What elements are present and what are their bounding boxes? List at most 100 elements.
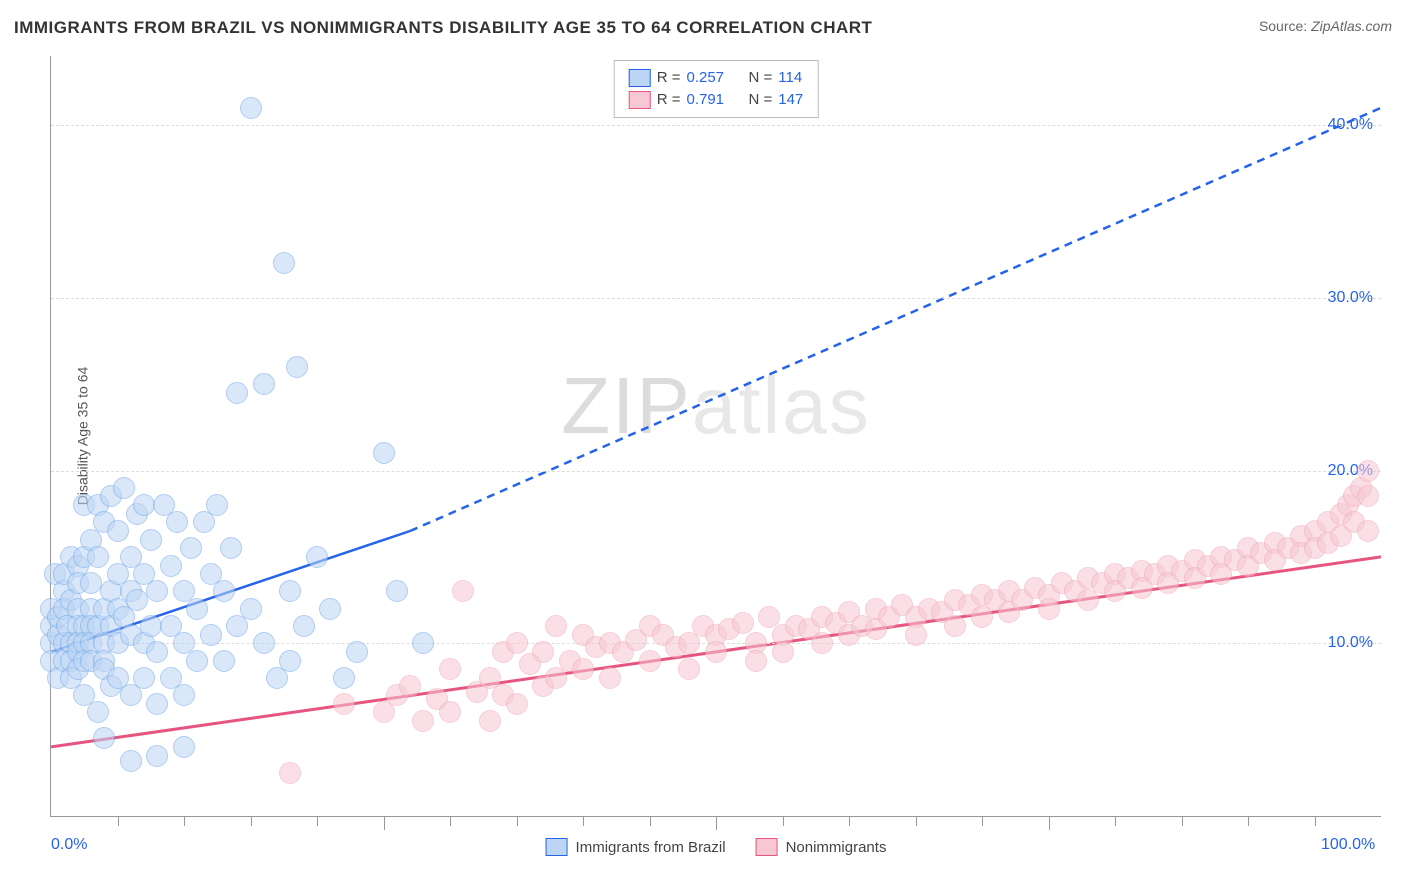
y-axis-label: Disability Age 35 to 64 bbox=[74, 367, 90, 506]
data-point bbox=[186, 598, 208, 620]
data-point bbox=[279, 650, 301, 672]
legend-swatch bbox=[546, 838, 568, 856]
x-tick-major bbox=[384, 816, 385, 830]
data-point bbox=[206, 494, 228, 516]
data-point bbox=[412, 632, 434, 654]
data-point bbox=[452, 580, 474, 602]
source-label: Source: bbox=[1259, 18, 1307, 34]
legend-item: Nonimmigrants bbox=[756, 838, 887, 856]
x-tick bbox=[1115, 816, 1116, 826]
data-point bbox=[146, 580, 168, 602]
n-value: 114 bbox=[778, 67, 802, 89]
data-point bbox=[120, 750, 142, 772]
data-point bbox=[93, 727, 115, 749]
data-point bbox=[273, 252, 295, 274]
data-point bbox=[87, 701, 109, 723]
data-point bbox=[146, 745, 168, 767]
x-tick bbox=[317, 816, 318, 826]
data-point bbox=[140, 529, 162, 551]
r-label: R = bbox=[657, 89, 681, 111]
data-point bbox=[200, 624, 222, 646]
trend-line bbox=[410, 108, 1381, 531]
data-point bbox=[213, 580, 235, 602]
data-point bbox=[944, 615, 966, 637]
data-point bbox=[1357, 460, 1379, 482]
data-point bbox=[545, 615, 567, 637]
x-tick bbox=[1315, 816, 1316, 826]
x-tick bbox=[184, 816, 185, 826]
data-point bbox=[811, 632, 833, 654]
data-point bbox=[705, 641, 727, 663]
trend-lines-layer bbox=[51, 56, 1381, 816]
data-point bbox=[293, 615, 315, 637]
legend-item: Immigrants from Brazil bbox=[546, 838, 726, 856]
correlation-legend: R =0.257N =114R =0.791N =147 bbox=[614, 60, 819, 118]
data-point bbox=[506, 632, 528, 654]
data-point bbox=[639, 650, 661, 672]
watermark: ZIPatlas bbox=[561, 360, 870, 452]
source-credit: Source: ZipAtlas.com bbox=[1259, 18, 1392, 34]
watermark-atlas: atlas bbox=[692, 361, 871, 450]
data-point bbox=[333, 667, 355, 689]
chart-title: IMMIGRANTS FROM BRAZIL VS NONIMMIGRANTS … bbox=[14, 18, 872, 38]
scatter-plot: Disability Age 35 to 64 ZIPatlas R =0.25… bbox=[50, 56, 1381, 817]
x-tick bbox=[916, 816, 917, 826]
x-tick bbox=[517, 816, 518, 826]
legend-swatch bbox=[629, 69, 651, 87]
data-point bbox=[333, 693, 355, 715]
x-tick-major bbox=[1049, 816, 1050, 830]
data-point bbox=[346, 641, 368, 663]
x-tick-label: 0.0% bbox=[51, 836, 87, 854]
x-tick bbox=[783, 816, 784, 826]
data-point bbox=[186, 650, 208, 672]
data-point bbox=[173, 736, 195, 758]
data-point bbox=[373, 442, 395, 464]
r-value: 0.791 bbox=[686, 89, 742, 111]
data-point bbox=[905, 624, 927, 646]
data-point bbox=[1038, 598, 1060, 620]
data-point bbox=[133, 667, 155, 689]
data-point bbox=[532, 641, 554, 663]
gridline bbox=[51, 125, 1381, 126]
data-point bbox=[306, 546, 328, 568]
data-point bbox=[772, 641, 794, 663]
chart-page: IMMIGRANTS FROM BRAZIL VS NONIMMIGRANTS … bbox=[0, 0, 1406, 892]
source-link[interactable]: ZipAtlas.com bbox=[1311, 18, 1392, 34]
x-tick bbox=[118, 816, 119, 826]
n-value: 147 bbox=[778, 89, 803, 111]
data-point bbox=[319, 598, 341, 620]
r-label: R = bbox=[657, 67, 681, 89]
data-point bbox=[126, 589, 148, 611]
watermark-zip: ZIP bbox=[561, 361, 691, 450]
x-tick bbox=[849, 816, 850, 826]
x-tick-label: 100.0% bbox=[1321, 836, 1375, 854]
data-point bbox=[213, 650, 235, 672]
data-point bbox=[240, 598, 262, 620]
data-point bbox=[253, 632, 275, 654]
data-point bbox=[279, 762, 301, 784]
data-point bbox=[240, 97, 262, 119]
data-point bbox=[140, 615, 162, 637]
x-tick bbox=[450, 816, 451, 826]
r-value: 0.257 bbox=[686, 67, 742, 89]
legend-label: Immigrants from Brazil bbox=[576, 839, 726, 856]
data-point bbox=[678, 658, 700, 680]
x-tick bbox=[251, 816, 252, 826]
n-label: N = bbox=[748, 67, 772, 89]
data-point bbox=[439, 701, 461, 723]
legend-swatch bbox=[629, 91, 651, 109]
gridline bbox=[51, 298, 1381, 299]
x-tick bbox=[650, 816, 651, 826]
x-tick bbox=[1182, 816, 1183, 826]
y-tick-label: 10.0% bbox=[1328, 634, 1373, 652]
data-point bbox=[146, 693, 168, 715]
data-point bbox=[160, 555, 182, 577]
legend-label: Nonimmigrants bbox=[786, 839, 887, 856]
series-legend: Immigrants from Brazil Nonimmigrants bbox=[546, 838, 887, 856]
data-point bbox=[166, 511, 188, 533]
data-point bbox=[506, 693, 528, 715]
data-point bbox=[173, 684, 195, 706]
data-point bbox=[253, 373, 275, 395]
data-point bbox=[386, 580, 408, 602]
data-point bbox=[439, 658, 461, 680]
